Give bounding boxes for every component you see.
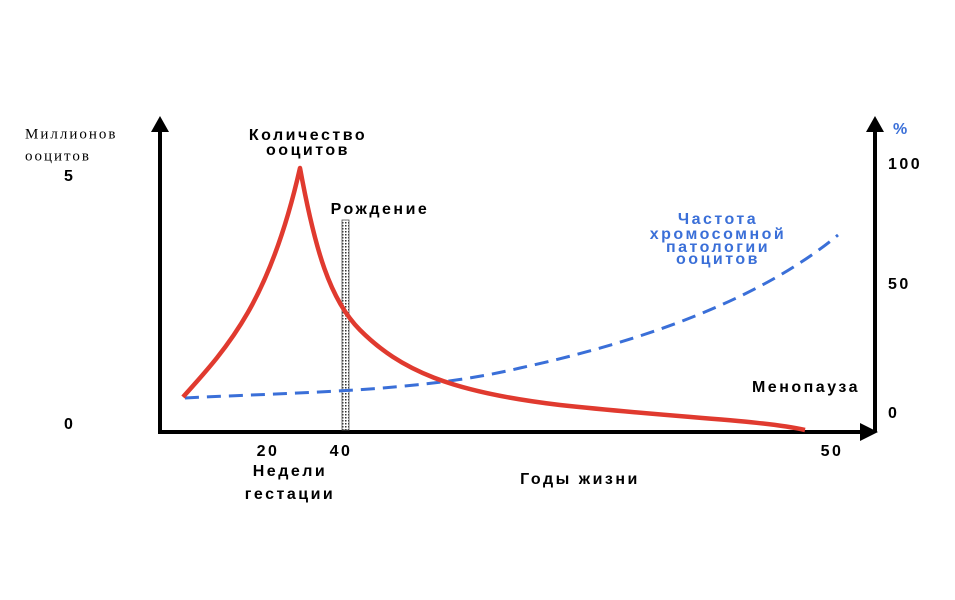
x-tick-label: 20	[257, 443, 280, 460]
annotation: патологии	[666, 239, 770, 256]
left-axis-label: Миллионов	[25, 126, 117, 142]
left-tick-label: 0	[64, 416, 75, 433]
annotation: ооцитов	[266, 142, 350, 159]
right-axis-unit: %	[893, 121, 910, 138]
x-axis-arrow	[860, 423, 878, 441]
right-axis-arrow	[866, 116, 884, 132]
x-tick-label: 40	[330, 443, 353, 460]
annotation: хромосомной	[650, 226, 787, 243]
birth-marker	[341, 219, 350, 431]
annotation: Количество	[249, 127, 367, 144]
x-tick-label: 50	[821, 443, 844, 460]
right-tick-label: 100	[888, 156, 922, 173]
annotation: Частота	[678, 211, 758, 228]
annotation: Менопауза	[752, 379, 860, 396]
annotation: Рождение	[331, 201, 430, 218]
left-axis-arrow	[151, 116, 169, 132]
right-tick-label: 0	[888, 405, 899, 422]
pathology-curve	[184, 233, 839, 400]
left-axis-label: ооцитов	[25, 148, 91, 164]
x-axis-label: Годы жизни	[520, 471, 640, 488]
annotation: ооцитов	[676, 251, 760, 268]
left-tick-label: 5	[64, 168, 75, 185]
x-axis-label: Недели	[253, 463, 328, 480]
right-tick-label: 50	[888, 276, 911, 293]
x-axis-label: гестации	[245, 486, 336, 503]
oocyte-count-curve	[181, 165, 806, 433]
